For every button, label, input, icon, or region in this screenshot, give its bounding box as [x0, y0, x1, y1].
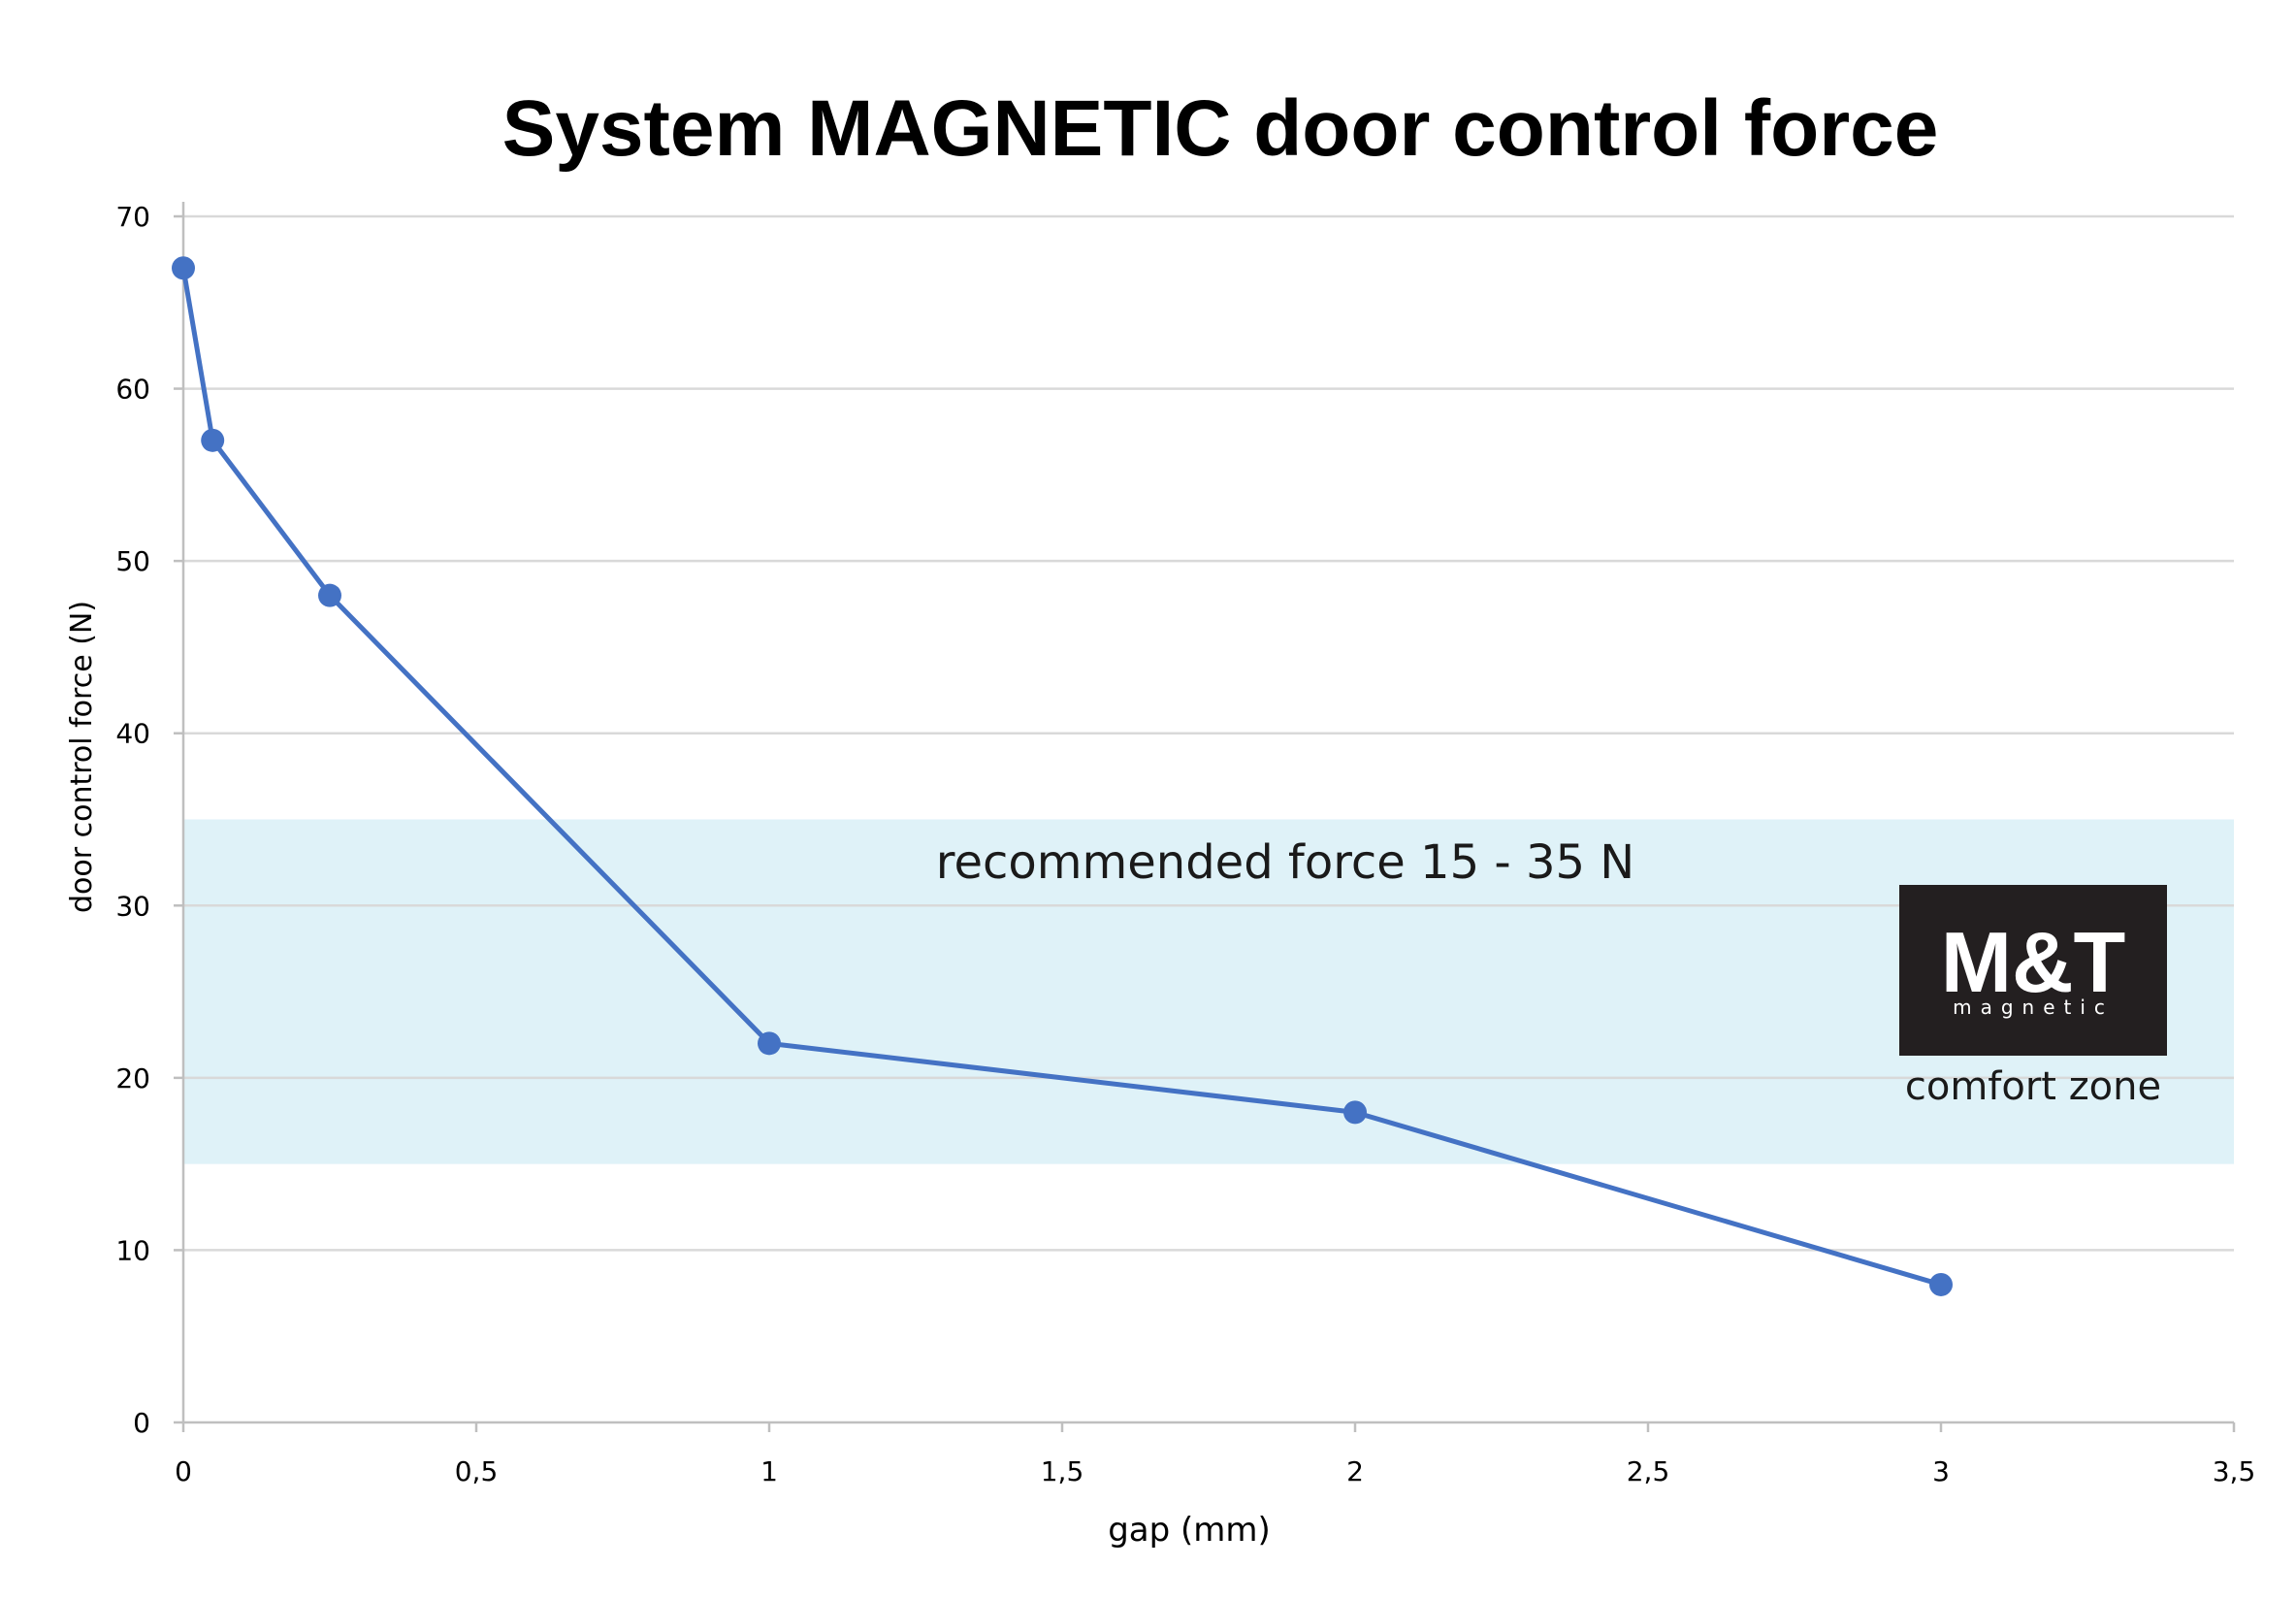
data-point [1343, 1100, 1367, 1125]
logo: M&T magnetic [1899, 885, 2167, 1056]
x-tick-label-2,5: 2,5 [1627, 1455, 1670, 1487]
y-tick-label-10: 10 [115, 1234, 150, 1266]
comfort-zone-label: comfort zone [1905, 1064, 2161, 1109]
series-layer [172, 256, 1953, 1296]
x-tick-label-0,5: 0,5 [455, 1455, 499, 1487]
data-point [758, 1031, 781, 1056]
x-tick-label-1: 1 [760, 1455, 778, 1487]
logo-sub-text: magnetic [1953, 996, 2114, 1019]
data-point [201, 428, 225, 452]
data-point [1929, 1272, 1953, 1296]
x-axis-title: gap (mm) [1108, 1511, 1271, 1550]
data-point [172, 256, 195, 280]
y-tick-label-30: 30 [115, 890, 150, 922]
axis-layer [174, 202, 2236, 1432]
y-axis-title: door control force (N) [65, 601, 99, 913]
x-tick-label-0: 0 [175, 1455, 192, 1487]
recommended-band [183, 819, 2234, 1164]
x-tick-label-3: 3 [1932, 1455, 1950, 1487]
x-tick-labels: 0 0,5 1 1,5 2 2,5 3 3,5 [175, 1455, 2255, 1487]
x-tick-label-1,5: 1,5 [1041, 1455, 1084, 1487]
y-tick-label-20: 20 [115, 1062, 150, 1094]
logo-main-text: M&T [1941, 914, 2126, 1010]
grid-layer [183, 214, 2234, 1252]
recommended-band-layer [183, 819, 2234, 1164]
chart-title: System MAGNETIC door control force [502, 84, 1939, 173]
band-label: recommended force 15 - 35 N [936, 835, 1634, 890]
x-tick-label-2: 2 [1346, 1455, 1364, 1487]
y-tick-label-60: 60 [115, 374, 150, 406]
series-line [180, 267, 1942, 1288]
x-tick-label-3,5: 3,5 [2213, 1455, 2256, 1487]
y-tick-label-50: 50 [115, 545, 150, 577]
y-tick-label-0: 0 [133, 1407, 150, 1439]
data-point [318, 583, 341, 607]
logo-background [1899, 885, 2167, 1056]
y-tick-labels: 0 10 20 30 40 50 60 70 [115, 201, 150, 1439]
y-tick-label-40: 40 [115, 718, 150, 750]
y-tick-label-70: 70 [115, 201, 150, 233]
